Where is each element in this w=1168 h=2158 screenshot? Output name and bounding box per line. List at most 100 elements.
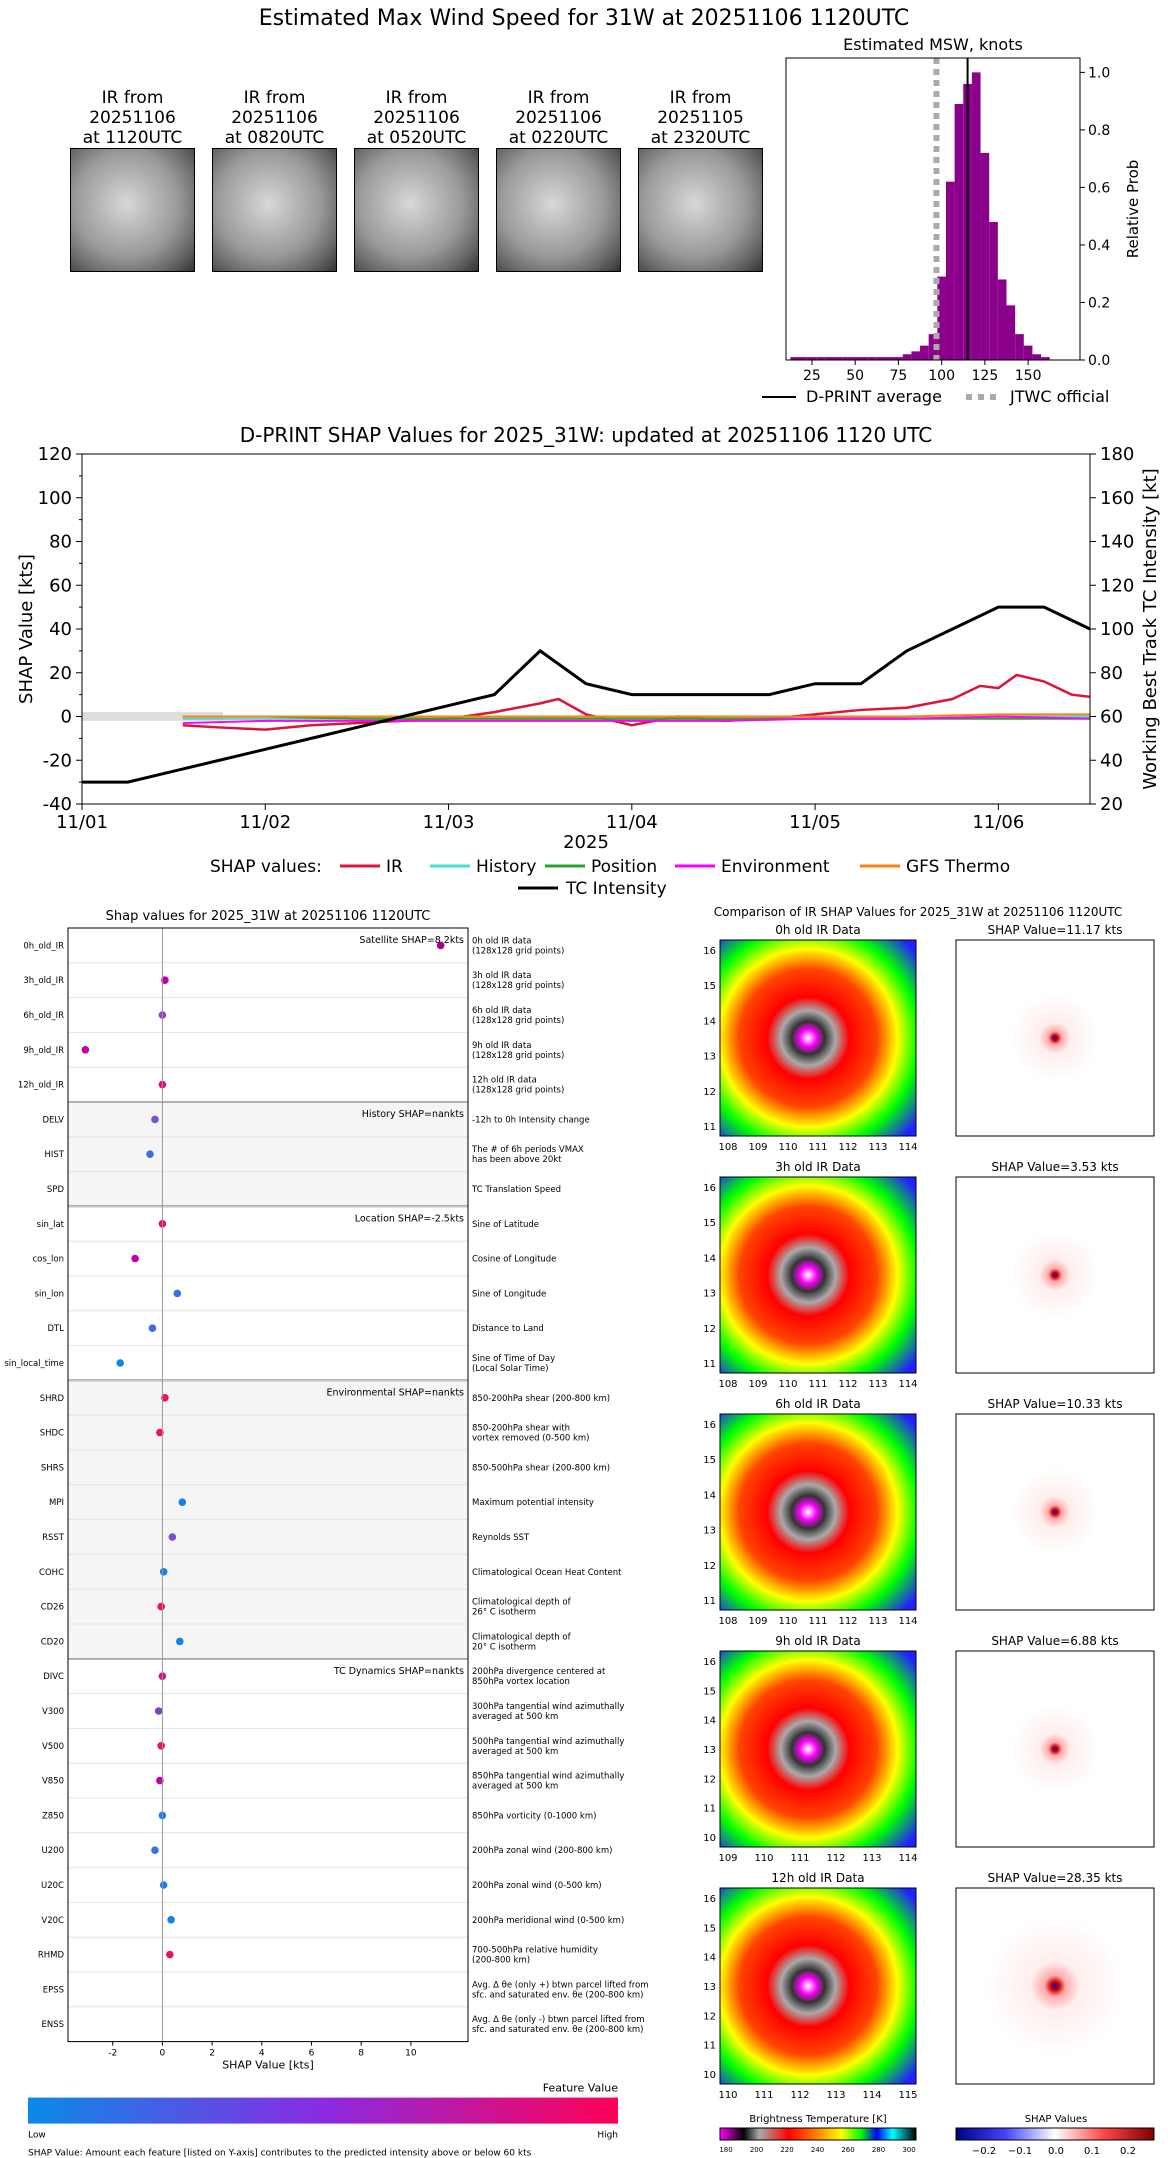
feature-shap-point — [436, 941, 445, 950]
feature-group-label: Location SHAP=-2.5kts — [355, 1213, 464, 1224]
feature-description: 850-200hPa shear with — [472, 1424, 570, 1434]
legend-dprint-label: D-PRINT average — [806, 387, 942, 406]
ir-thumbnail-image — [496, 148, 621, 272]
ir-thumbnail-caption-line: at 2320UTC — [650, 128, 751, 148]
feature-description: -12h to 0h Intensity change — [472, 1115, 590, 1125]
feature-shap-point — [159, 1881, 168, 1889]
histogram-bar — [816, 357, 825, 360]
feature-description: The # of 6h periods VMAX — [471, 1145, 584, 1155]
feature-name: DTL — [48, 1324, 65, 1334]
ir-thumbnail-caption: IR from 20251106 at 0520UTC — [344, 88, 489, 148]
timeseries-ytick-label: -40 — [43, 794, 72, 815]
feature-group-band — [68, 1206, 468, 1381]
feature-description: 26° C isotherm — [472, 1608, 536, 1618]
ir-ytick-label: 16 — [703, 1420, 716, 1431]
ir-ytick-label: 13 — [703, 1745, 716, 1756]
timeseries-ytick-label: 20 — [49, 663, 72, 684]
feature-description: 200hPa divergence centered at — [472, 1667, 606, 1677]
feature-xtick-label: -2 — [108, 2049, 117, 2059]
timeseries-xtick-label: 11/04 — [606, 812, 658, 833]
feature-xtick-label: 0 — [160, 2049, 166, 2059]
feature-shap-point — [176, 1637, 184, 1646]
timeseries-ytick-label: 100 — [38, 488, 72, 509]
timeseries-xtick-label: 11/05 — [789, 812, 841, 833]
bt-colorbar-tick: 220 — [780, 2146, 793, 2154]
histogram-bar — [790, 357, 799, 360]
feature-name: SHRD — [40, 1394, 65, 1404]
ir-xtick-label: 110 — [718, 2090, 737, 2101]
timeseries-ylabel: SHAP Value [kts] — [16, 554, 37, 704]
ir-xtick-label: 111 — [754, 2090, 773, 2101]
feature-name: U20C — [41, 1881, 64, 1891]
ir-xtick-label: 109 — [748, 1379, 767, 1390]
ir-ytick-label: 14 — [703, 1490, 716, 1501]
feature-description: sfc. and saturated env. θe (200-800 km) — [472, 2025, 644, 2035]
shap-legend-item: IR — [386, 857, 403, 877]
feature-description: 300hPa tangential wind azimuthally — [472, 1702, 624, 1712]
feature-description: 700-500hPa relative humidity — [472, 1946, 598, 1956]
feature-description: (128x128 grid points) — [472, 1051, 564, 1061]
feature-name: DIVC — [43, 1672, 64, 1682]
feature-group-label: Satellite SHAP=8.2kts — [359, 935, 464, 946]
histogram-bar — [971, 72, 981, 360]
ir-xtick-label: 109 — [748, 1142, 767, 1153]
ir-xtick-label: 112 — [838, 1142, 857, 1153]
shap-colorbar-tick: −0.1 — [1008, 2146, 1032, 2157]
feature-shap-point — [116, 1359, 124, 1367]
ir-ytick-label: 13 — [703, 1289, 716, 1300]
feature-shap-panel: Shap values for 2025_31W at 20251106 112… — [4, 909, 648, 2158]
zero-band — [82, 712, 224, 721]
histogram-bar — [868, 357, 877, 360]
feature-shap-point — [148, 1324, 157, 1332]
feature-shap-point — [167, 1916, 175, 1924]
feature-shap-point — [157, 1742, 165, 1750]
histogram-ytick-label: 0.0 — [1088, 353, 1110, 369]
feature-shap-point — [159, 1568, 168, 1576]
feature-description: Sine of Longitude — [472, 1289, 546, 1299]
ir-thumbnail-caption-line: 20251106 — [373, 108, 460, 128]
feature-shap-point — [173, 1289, 182, 1298]
ir-ytick-label: 10 — [703, 1833, 716, 1844]
ir-thumbnail-caption-line: at 0820UTC — [224, 128, 325, 148]
feature-description: Cosine of Longitude — [472, 1255, 556, 1265]
ir-thumbnail-caption: IR from 20251106 at 0820UTC — [202, 88, 347, 148]
timeseries-ytick-label: 0 — [61, 707, 72, 728]
timeseries-ytick-label: 120 — [38, 444, 72, 465]
ir-xtick-label: 114 — [898, 1853, 917, 1864]
histogram-bar — [997, 279, 1007, 360]
shap-colorbar-tick: 0.1 — [1084, 2146, 1100, 2157]
shap-legend-item: GFS Thermo — [906, 857, 1010, 877]
shap-legend-label: SHAP values: — [210, 857, 322, 877]
ir-xtick-label: 114 — [898, 1379, 917, 1390]
shap-panel-title: SHAP Value=11.17 kts — [988, 923, 1123, 937]
ir-ytick-label: 15 — [703, 981, 716, 992]
feature-shap-point — [151, 1115, 159, 1124]
ir-thumbnail-caption-line: 20251105 — [657, 108, 744, 128]
ir-ytick-label: 13 — [703, 1052, 716, 1063]
shap-panel-heatmap — [985, 1916, 1125, 2056]
feature-name: sin_lat — [37, 1220, 65, 1230]
histogram-bar — [885, 357, 895, 360]
feature-name: 9h_old_IR — [23, 1046, 64, 1056]
ir-ytick-label: 12 — [703, 1324, 716, 1335]
feature-description: sfc. and saturated env. θe (200-800 km) — [472, 1990, 644, 2000]
ir-ytick-label: 15 — [703, 1923, 716, 1934]
feature-name: V20C — [41, 1916, 64, 1926]
feature-shap-point — [156, 1776, 164, 1785]
timeseries-xlabel: 2025 — [563, 832, 609, 853]
ir-ytick-label: 14 — [703, 1253, 716, 1264]
histogram-bar — [1015, 334, 1024, 360]
feature-description: Sine of Time of Day — [472, 1354, 555, 1364]
ir-xtick-label: 109 — [748, 1616, 767, 1627]
feature-name: DELV — [42, 1115, 64, 1125]
ir-ytick-label: 11 — [703, 1596, 716, 1607]
feature-description: 20° C isotherm — [472, 1642, 536, 1652]
feature-shap-point — [154, 1707, 163, 1715]
histogram-bar — [928, 334, 938, 360]
ir-ytick-label: 16 — [703, 1657, 716, 1668]
bt-colorbar-tick: 280 — [872, 2146, 885, 2154]
feature-description: averaged at 500 km — [472, 1747, 558, 1757]
feature-description: Sine of Latitude — [472, 1220, 539, 1230]
msw-histogram: Estimated MSW, knots 25 50 75 100 125 150 0.0 0.… — [762, 35, 1140, 406]
timeseries-y2tick-label: 120 — [1100, 575, 1134, 596]
